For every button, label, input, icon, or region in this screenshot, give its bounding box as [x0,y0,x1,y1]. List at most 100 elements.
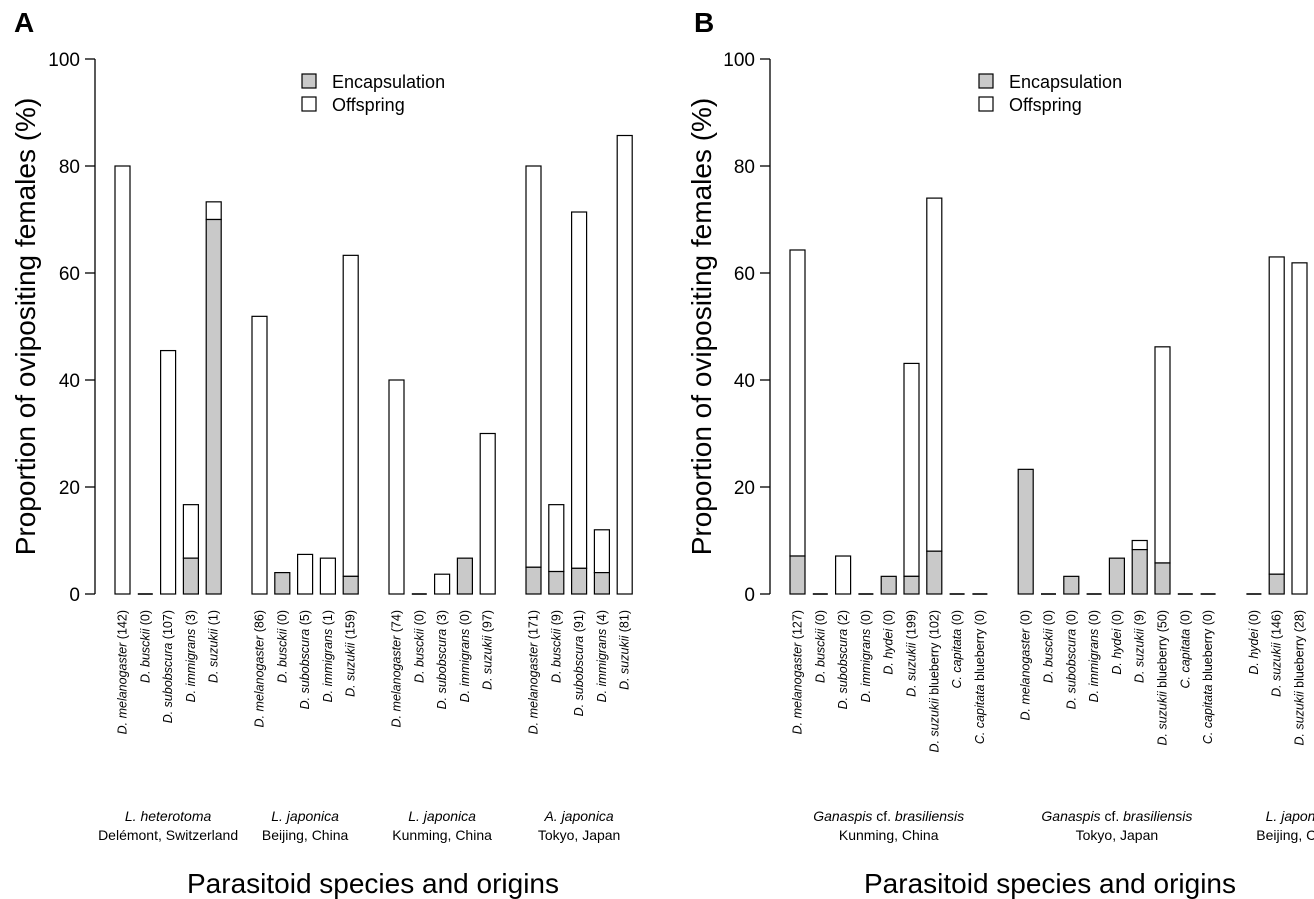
group-origin-label: Beijing, China [262,827,349,843]
category-label: D. melanogaster (171) [527,610,541,734]
category-label: D. subobscura (107) [161,610,175,723]
bar-offspring [548,504,565,573]
category-label: D. suzukii (146) [1270,610,1284,697]
group-origin-label: Beijing, China [1256,827,1314,843]
category-label: D. hydei (0) [1110,610,1124,675]
group-origin-label: Delémont, Switzerland [98,827,238,843]
bar-group: D. melanogaster (0) D. busckii (0) D. subo… [1017,346,1216,843]
y-tick-label: 20 [734,478,755,499]
category-label: D. suzukii blueberry (102) [927,610,941,752]
bar-offspring [926,197,943,552]
legend-swatch-encapsulation [978,73,994,89]
category-label: D. melanogaster (142) [116,610,130,734]
bar-offspring [297,553,314,595]
y-tick-label: 80 [734,157,755,178]
category-label: D. subobscura (3) [435,610,449,709]
bar-encapsulation [1268,573,1285,595]
legend-label-encapsulation: Encapsulation [1009,72,1122,92]
bar-offspring [479,432,496,595]
bar-group: D. melanogaster (127) D. busckii (0) D. su… [789,197,988,843]
category-label: D. busckii (9) [549,610,563,683]
category-label: C. capitata blueberry (0) [1201,610,1215,744]
category-label: D. immigrans (0) [1087,610,1101,702]
bar-offspring [434,573,451,595]
y-tick-label: 0 [69,585,80,606]
bar-offspring [789,249,806,557]
legend-swatch-encapsulation [301,73,317,89]
y-tick-label: 100 [723,50,755,71]
y-axis-title: Proportion of ovipositing females (%) [686,98,717,556]
x-axis-title: Parasitoid species and origins [864,868,1236,899]
group-origin-label: Tokyo, Japan [1076,827,1159,843]
bar-offspring [251,315,268,595]
legend-swatch-offspring [301,96,317,112]
category-label: D. suzukii (9) [1133,610,1147,683]
category-label: D. suzukii (1) [207,610,221,683]
y-tick-label: 60 [59,264,80,285]
bar-encapsulation [274,571,291,595]
y-tick-label: 20 [59,478,80,499]
group-species-label: L. japonica [1266,808,1314,824]
y-tick-label: 60 [734,264,755,285]
bar-encapsulation [548,570,565,595]
bar-group: D. melanogaster (142) D. busckii (0) D. su… [98,165,238,843]
bar-encapsulation [1154,562,1171,595]
bar-offspring [114,165,131,595]
category-label: C. capitata (0) [1178,610,1192,689]
category-label: D. busckii (0) [138,610,152,683]
group-species-label: Ganaspis cf. brasiliensis [813,808,964,824]
bar-group: D. melanogaster (171) D. busckii (9) D. su… [525,134,633,843]
category-label: D. melanogaster (86) [253,610,267,727]
panel-b: B 0 20 40 60 80 100 Proportion of ovipositing f… [686,7,1314,899]
category-label: D. suzukii blueberry (50) [1156,610,1170,746]
bar-offspring [616,134,633,595]
bar-offspring [1291,262,1308,595]
category-label: C. capitata blueberry (0) [973,610,987,744]
bar-offspring [319,557,336,595]
y-tick-label: 40 [59,371,80,392]
y-tick-label: 0 [744,585,755,606]
x-axis-title: Parasitoid species and origins [187,868,559,899]
category-label: D. suzukii (199) [905,610,919,697]
category-label: D. melanogaster (0) [1019,610,1033,720]
group-species-label: L. japonica [271,808,339,824]
category-label: D. busckii (0) [1042,610,1056,683]
panel-a: A 0 20 40 60 80 100 Proportion of ovipositing f… [10,7,633,899]
bar-encapsulation [1108,557,1126,595]
bar-offspring [160,349,177,595]
bar-encapsulation [525,566,542,595]
bar-encapsulation [1063,575,1080,595]
group-species-label: A. japonica [543,808,613,824]
legend: Encapsulation Offspring [301,72,445,115]
bar-offspring [525,165,542,568]
bar-encapsulation [342,575,359,595]
bar-encapsulation [903,575,920,595]
category-label: D. suzukii (81) [618,610,632,690]
bar-encapsulation [182,557,199,595]
bar-encapsulation [926,550,943,595]
bar-encapsulation [570,567,588,595]
bar-group: D. hydei (0) D. suzukii (146) D. suzukii b… [1246,256,1314,843]
category-label: D. immigrans (0) [859,610,873,702]
bar-offspring [593,529,611,574]
legend-label-encapsulation: Encapsulation [332,72,445,92]
panel-letter: A [14,7,34,38]
group-origin-label: Kunming, China [392,827,492,843]
category-label: D. busckii (0) [275,610,289,683]
legend-label-offspring: Offspring [332,95,405,115]
category-label: D. suzukii (159) [344,610,358,697]
category-label: C. capitata (0) [950,610,964,689]
category-label: D. melanogaster (74) [390,610,404,727]
bar-offspring [903,362,920,577]
bar-encapsulation [880,575,897,595]
bar-group: D. melanogaster (74) D. busckii (0) D. sub… [388,379,496,843]
bar-offspring [205,201,222,221]
bar-encapsulation [456,557,473,595]
group-origin-label: Tokyo, Japan [538,827,621,843]
bar-encapsulation [1017,468,1034,595]
bar-encapsulation [1131,548,1148,595]
group-species-label: Ganaspis cf. brasiliensis [1041,808,1192,824]
group-species-label: L. japonica [408,808,476,824]
bar-offspring [1154,346,1171,564]
